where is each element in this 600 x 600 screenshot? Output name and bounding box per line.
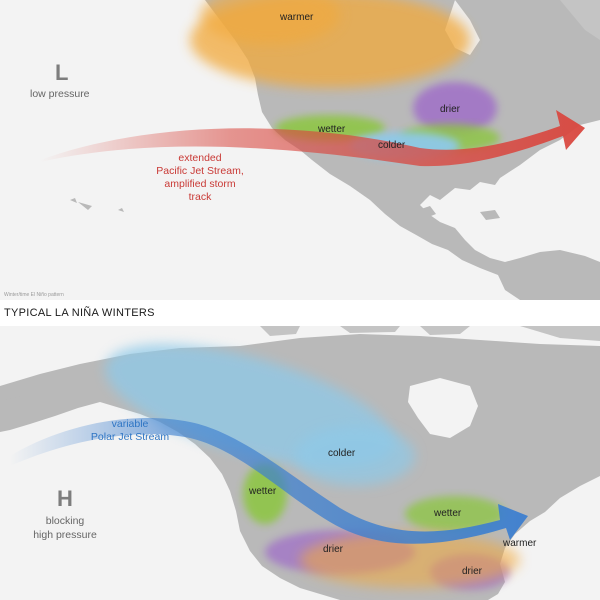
polar-jet-label: variable Polar Jet Stream: [80, 418, 180, 444]
polar-jet-stream-arrow: [10, 417, 528, 544]
el-nino-map: L low pressure warmer drier wetter colde…: [0, 0, 600, 300]
jet-label-line: Pacific Jet Stream,: [156, 165, 244, 177]
jet-label-line: track: [188, 191, 212, 203]
la-nina-map: variable Polar Jet Stream H blocking hig…: [0, 326, 600, 600]
map-credit: Winter/time El Niño pattern: [4, 292, 64, 298]
drier-label-se: drier: [462, 566, 483, 577]
low-pressure-symbol: L: [55, 60, 69, 85]
pressure-label-line: blocking: [45, 515, 85, 527]
wetter-region-east: [405, 496, 505, 532]
drier-label-south: drier: [323, 544, 344, 555]
pressure-label-line: high pressure: [33, 529, 97, 541]
pacific-jet-stream-arrow: [40, 110, 585, 167]
high-pressure-symbol: H: [57, 486, 73, 511]
drier-label: drier: [440, 104, 461, 115]
wetter-label: wetter: [318, 124, 346, 135]
el-nino-map-graphic: [40, 0, 600, 300]
pacific-jet-label: extended Pacific Jet Stream, amplified s…: [140, 152, 260, 204]
jet-label-line: variable: [111, 418, 149, 430]
drier-region: [413, 82, 497, 134]
jet-label-line: extended: [178, 152, 222, 164]
la-nina-map-graphic: [0, 326, 600, 600]
high-pressure-label: blocking high pressure: [20, 514, 110, 542]
jet-label-line: amplified storm: [164, 178, 236, 190]
warmer-label: warmer: [280, 12, 314, 23]
warmer-label: warmer: [503, 538, 537, 549]
jet-label-line: Polar Jet Stream: [90, 431, 170, 443]
colder-label: colder: [328, 448, 356, 459]
section-title: TYPICAL LA NIÑA WINTERS: [4, 307, 155, 319]
section-header: TYPICAL LA NIÑA WINTERS: [0, 300, 600, 326]
low-pressure-label: low pressure: [30, 88, 90, 100]
colder-label: colder: [378, 140, 406, 151]
wetter-label-east: wetter: [434, 508, 462, 519]
warmer-region: [300, 532, 520, 588]
wetter-label-west: wetter: [249, 486, 277, 497]
